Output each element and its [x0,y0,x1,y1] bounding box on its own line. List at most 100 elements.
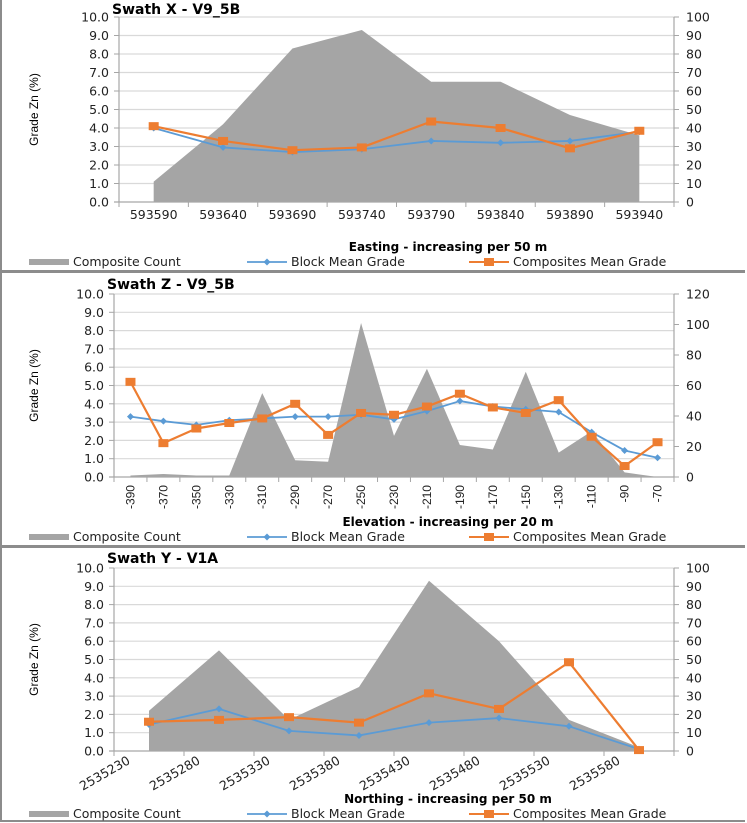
x-tick-label: 2535280 [147,753,203,794]
y2-tick-label: 90 [686,28,702,43]
block-mean-grade-point [425,719,433,727]
legend-marker-block-mean-grade [263,258,271,266]
composites-mean-grade-point [495,124,506,132]
block-mean-grade-point [566,137,574,145]
x-tick-label: 593790 [407,207,455,222]
legend-label-composites-mean-grade: Composites Mean Grade [513,254,667,269]
block-mean-grade-point [497,139,505,147]
y2-tick-label: 80 [686,47,702,62]
composite-count-area [130,322,658,477]
block-mean-grade-point [285,727,293,735]
composites-mean-grade-point [564,144,575,153]
y2-tick-label: 90 [686,579,702,594]
composites-mean-grade-point [224,419,235,428]
composites-mean-grade-point [487,403,498,412]
x-tick-label: 2535330 [217,753,273,794]
block-mean-grade-point [427,137,435,145]
y2-tick-label: 100 [686,561,710,576]
y2-tick-label: 0 [686,470,694,485]
legend-swatch-composite-count [29,259,69,265]
composites-mean-grade-line [148,661,640,751]
x-axis-title: Elevation - increasing per 20 m [342,515,553,529]
x-axis-title: Northing - increasing per 50 m [344,792,552,806]
y2-tick-label: 20 [686,158,702,173]
x-tick-label: 593690 [269,207,317,222]
chart-title: Swath Z - V9_5B [107,277,235,293]
block-mean-grade-point [126,413,134,421]
y-tick-label: 9.0 [84,305,104,320]
composites-mean-grade-point [553,396,564,405]
x-tick-label: 2535430 [357,753,413,794]
x-tick-label: 2535480 [427,753,483,794]
legend-swatch-composite-count [29,534,69,540]
y-tick-label: 6.0 [89,84,109,99]
y-tick-label: 8.0 [84,323,104,338]
y-tick-label: 7.0 [84,615,104,630]
x-tick-label: -370 [156,485,170,509]
composites-mean-grade-point [218,136,229,145]
legend-marker-block-mean-grade [263,810,271,818]
y-tick-label: 10.0 [76,287,104,302]
block-mean-grade-point [654,454,662,462]
y-tick-label: 9.0 [84,579,104,594]
y-tick-label: 7.0 [84,341,104,356]
block-mean-grade-line [148,708,640,751]
y-tick-label: 10.0 [76,561,104,576]
chart-panel-swath-y: 0.0 1.0 2.0 3.0 4.0 5.0 6.0 7.0 8.0 9.0 10.0 0 10 20 3… [0,547,745,822]
composite-count-area [153,29,640,203]
y-tick-label: 10.0 [81,10,109,25]
block-mean-grade-point [565,722,573,730]
x-tick-label: 2535380 [287,753,343,794]
x-tick-label: 593590 [130,207,178,222]
composites-mean-grade-point [214,715,224,724]
chart-title: Swath Y - V1A [107,551,218,567]
composites-mean-grade-point [520,408,531,417]
x-tick-label: -290 [288,485,302,509]
composites-mean-grade-point [284,713,294,722]
y-tick-label: 0.0 [89,195,109,210]
y2-tick-label: 120 [686,287,710,302]
y-tick-label: 5.0 [84,378,104,393]
composites-mean-grade-point [586,432,597,441]
y2-tick-label: 70 [686,615,702,630]
x-tick-label: 593840 [477,207,525,222]
block-mean-grade-point [355,731,363,739]
x-tick-label: -130 [552,485,566,509]
composites-mean-grade-point [454,389,465,398]
y-tick-label: 2.0 [89,158,109,173]
composites-mean-grade-point [191,424,202,433]
block-mean-grade-line [153,127,640,153]
block-mean-grade-point [159,417,167,425]
block-mean-grade-point [495,714,503,722]
y-tick-label: 5.0 [84,652,104,667]
y2-tick-label: 20 [686,439,702,454]
chart-panel-swath-z: 0.0 1.0 2.0 3.0 4.0 5.0 6.0 7.0 8.0 9.0 10.0 0 20 40 6… [0,272,745,547]
y-tick-label: 4.0 [84,396,104,411]
composites-mean-grade-point [323,430,334,439]
x-tick-label: -390 [123,485,137,509]
composites-mean-grade-point [389,410,399,419]
chart-title: Swath X - V9_5B [112,2,240,18]
composites-mean-grade-point [125,377,136,386]
y2-tick-label: 80 [686,597,702,612]
y-tick-label: 9.0 [89,28,109,43]
x-tick-label: 593890 [546,207,594,222]
block-mean-grade-point [456,397,464,405]
y2-tick-label: 80 [686,348,702,363]
block-mean-grade-point [324,413,332,421]
y-tick-label: 0.0 [84,744,104,759]
composites-mean-grade-point [356,408,367,417]
x-tick-label: -230 [387,485,401,509]
x-tick-label: -210 [420,485,434,509]
y-tick-label: 3.0 [84,689,104,704]
composites-mean-grade-line [153,120,640,152]
composites-mean-grade-point [564,658,574,667]
chart-swath-y: 0.0 1.0 2.0 3.0 4.0 5.0 6.0 7.0 8.0 9.0 10.0 0 10 20 3… [27,551,710,821]
y-tick-label: 3.0 [89,139,109,154]
x-tick-label: -90 [618,485,632,503]
legend-marker-block-mean-grade [263,533,271,541]
y2-tick-label: 40 [686,670,702,685]
legend-swatch-composite-count [29,811,69,817]
composites-mean-grade-point [634,126,645,135]
composites-mean-grade-point [158,439,169,448]
